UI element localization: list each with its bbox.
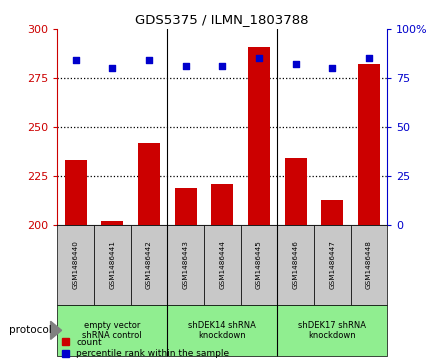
Text: GSM1486444: GSM1486444 (219, 241, 225, 289)
Bar (175, 188, 197, 225)
Point (329, 65, 336, 71)
Bar (241, 225, 277, 305)
Bar (131, 225, 167, 305)
Polygon shape (51, 321, 62, 339)
Bar (65, 160, 87, 225)
Bar (167, 225, 204, 305)
Bar (101, 221, 123, 225)
Bar (204, 225, 241, 305)
Text: GSM1486442: GSM1486442 (146, 241, 152, 289)
Bar (211, 184, 233, 225)
Bar (94, 225, 131, 305)
Text: GSM1486447: GSM1486447 (329, 241, 335, 289)
Point (365, 56, 372, 61)
Bar (248, 47, 270, 225)
Bar (314, 225, 351, 305)
Bar (138, 143, 160, 225)
Point (72, 57, 79, 63)
Bar (285, 158, 307, 225)
Point (182, 64, 189, 69)
Text: protocol: protocol (9, 325, 51, 335)
Point (219, 64, 226, 69)
Point (109, 65, 116, 71)
Text: GSM1486441: GSM1486441 (109, 241, 115, 289)
Point (255, 56, 262, 61)
Bar (167, 305, 277, 356)
Bar (277, 225, 314, 305)
Text: empty vector
shRNA control: empty vector shRNA control (82, 321, 142, 340)
Text: shDEK14 shRNA
knockdown: shDEK14 shRNA knockdown (188, 321, 256, 340)
Point (292, 61, 299, 67)
Point (145, 57, 152, 63)
Bar (277, 305, 387, 356)
Text: GSM1486443: GSM1486443 (183, 241, 188, 289)
Text: GSM1486446: GSM1486446 (293, 241, 298, 289)
Bar (321, 200, 343, 225)
Text: GSM1486448: GSM1486448 (366, 241, 372, 289)
Legend: count, percentile rank within the sample: count, percentile rank within the sample (62, 338, 229, 359)
Title: GDS5375 / ILMN_1803788: GDS5375 / ILMN_1803788 (136, 13, 309, 26)
Bar (57, 225, 94, 305)
Text: GSM1486445: GSM1486445 (256, 241, 262, 289)
Text: shDEK17 shRNA
knockdown: shDEK17 shRNA knockdown (298, 321, 366, 340)
Text: GSM1486440: GSM1486440 (73, 241, 78, 289)
Bar (57, 305, 167, 356)
Bar (358, 64, 380, 225)
Bar (351, 225, 387, 305)
